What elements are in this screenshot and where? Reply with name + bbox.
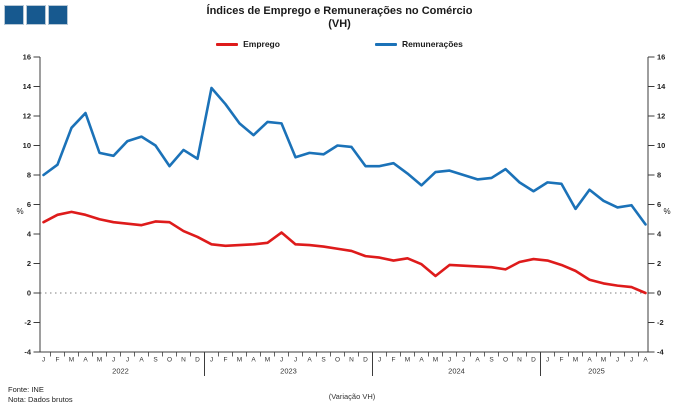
- y-tick-label-left: -4: [24, 348, 31, 357]
- x-tick-label: D: [531, 357, 536, 364]
- x-tick-label: S: [321, 357, 326, 364]
- y-tick-label-left: 12: [23, 112, 31, 121]
- source-note: Fonte: INE: [8, 385, 44, 394]
- data-note: Nota: Dados brutos: [8, 395, 73, 405]
- x-tick-label: O: [167, 357, 172, 364]
- x-tick-label: J: [630, 357, 633, 364]
- x-tick-label: J: [462, 357, 465, 364]
- y-tick-label-right: -2: [657, 318, 664, 327]
- x-tick-label: F: [224, 357, 228, 364]
- x-tick-label: N: [349, 357, 354, 364]
- remuneracoes-line-swatch: [374, 42, 397, 46]
- x-tick-label: M: [97, 357, 102, 364]
- x-tick-label: J: [210, 357, 213, 364]
- legend: Emprego Remunerações: [0, 39, 679, 49]
- logo: [4, 5, 68, 25]
- y-tick-label-right: -4: [657, 348, 664, 357]
- x-tick-label: N: [181, 357, 186, 364]
- x-tick-label: J: [42, 357, 45, 364]
- legend-label-emprego: Emprego: [243, 39, 280, 49]
- x-tick-label: M: [573, 357, 578, 364]
- x-tick-label: J: [126, 357, 129, 364]
- x-tick-label: M: [601, 357, 606, 364]
- x-tick-label: F: [560, 357, 564, 364]
- x-tick-label: A: [643, 357, 648, 364]
- x-tick-label: A: [307, 357, 312, 364]
- x-tick-label: M: [433, 357, 438, 364]
- y-tick-label-left: 6: [27, 200, 31, 209]
- x-tick-label: J: [112, 357, 115, 364]
- y-tick-label-left: 16: [23, 53, 31, 62]
- x-tick-label: M: [69, 357, 74, 364]
- x-tick-label: J: [546, 357, 549, 364]
- y-tick-label-right: 6: [657, 200, 661, 209]
- x-tick-label: F: [392, 357, 396, 364]
- y-tick-label-right: 14: [657, 82, 666, 91]
- logo-square: [26, 5, 46, 25]
- y-tick-label-right: 12: [657, 112, 665, 121]
- x-tick-label: J: [294, 357, 297, 364]
- y-tick-label-left: 8: [27, 171, 31, 180]
- y-tick-label-left: 14: [23, 82, 32, 91]
- logo-square: [48, 5, 68, 25]
- x-tick-label: J: [448, 357, 451, 364]
- y-tick-label-right: 4: [657, 230, 662, 239]
- x-tick-label: S: [153, 357, 158, 364]
- y-tick-label-right: 8: [657, 171, 661, 180]
- x-tick-label: A: [83, 357, 88, 364]
- x-tick-label: N: [517, 357, 522, 364]
- legend-label-remuneracoes: Remunerações: [401, 39, 463, 49]
- x-tick-label: M: [237, 357, 242, 364]
- remuneraes-line: [42, 86, 647, 226]
- y-tick-label-left: 4: [27, 230, 32, 239]
- page-subtitle: (VH): [328, 17, 351, 30]
- title-block: Índices de Emprego e Remunerações no Com…: [0, 5, 679, 30]
- x-tick-label: S: [489, 357, 494, 364]
- x-tick-label: O: [503, 357, 508, 364]
- year-label: 2022: [112, 367, 129, 376]
- x-tick-label: A: [475, 357, 480, 364]
- y-tick-label-right: 16: [657, 53, 665, 62]
- y-tick-label-right: 0: [657, 289, 661, 298]
- y-tick-label-left: 10: [23, 141, 31, 150]
- x-tick-label: O: [335, 357, 340, 364]
- logo-square: [4, 5, 24, 25]
- year-label: 2024: [448, 367, 465, 376]
- emprego-line: [42, 210, 647, 295]
- x-tick-label: M: [405, 357, 410, 364]
- year-label: 2023: [280, 367, 297, 376]
- x-tick-label: F: [56, 357, 60, 364]
- legend-item-emprego: Emprego: [216, 39, 280, 49]
- x-tick-label: D: [195, 357, 200, 364]
- x-tick-label: A: [587, 357, 592, 364]
- y-axis-unit-right: %: [663, 207, 670, 216]
- footer-notes: Fonte: INE Nota: Dados brutos: [8, 385, 73, 405]
- page-title: Índices de Emprego e Remunerações no Com…: [206, 5, 473, 17]
- x-tick-label: A: [139, 357, 144, 364]
- x-tick-label: D: [363, 357, 368, 364]
- x-tick-label: J: [280, 357, 283, 364]
- y-tick-label-left: -2: [24, 318, 31, 327]
- x-tick-label: A: [419, 357, 424, 364]
- x-tick-label: J: [616, 357, 619, 364]
- year-label: 2025: [588, 367, 605, 376]
- x-tick-label: J: [378, 357, 381, 364]
- y-tick-label-right: 10: [657, 141, 665, 150]
- axis-caption: (Variação VH): [328, 392, 376, 401]
- y-tick-label-right: 2: [657, 259, 661, 268]
- legend-item-remuneracoes: Remunerações: [374, 39, 463, 49]
- y-tick-label-left: 2: [27, 259, 31, 268]
- y-axis-unit-left: %: [16, 207, 23, 216]
- x-tick-label: M: [265, 357, 270, 364]
- x-tick-label: A: [251, 357, 256, 364]
- y-tick-label-left: 0: [27, 289, 31, 298]
- emprego-line-swatch: [216, 42, 239, 46]
